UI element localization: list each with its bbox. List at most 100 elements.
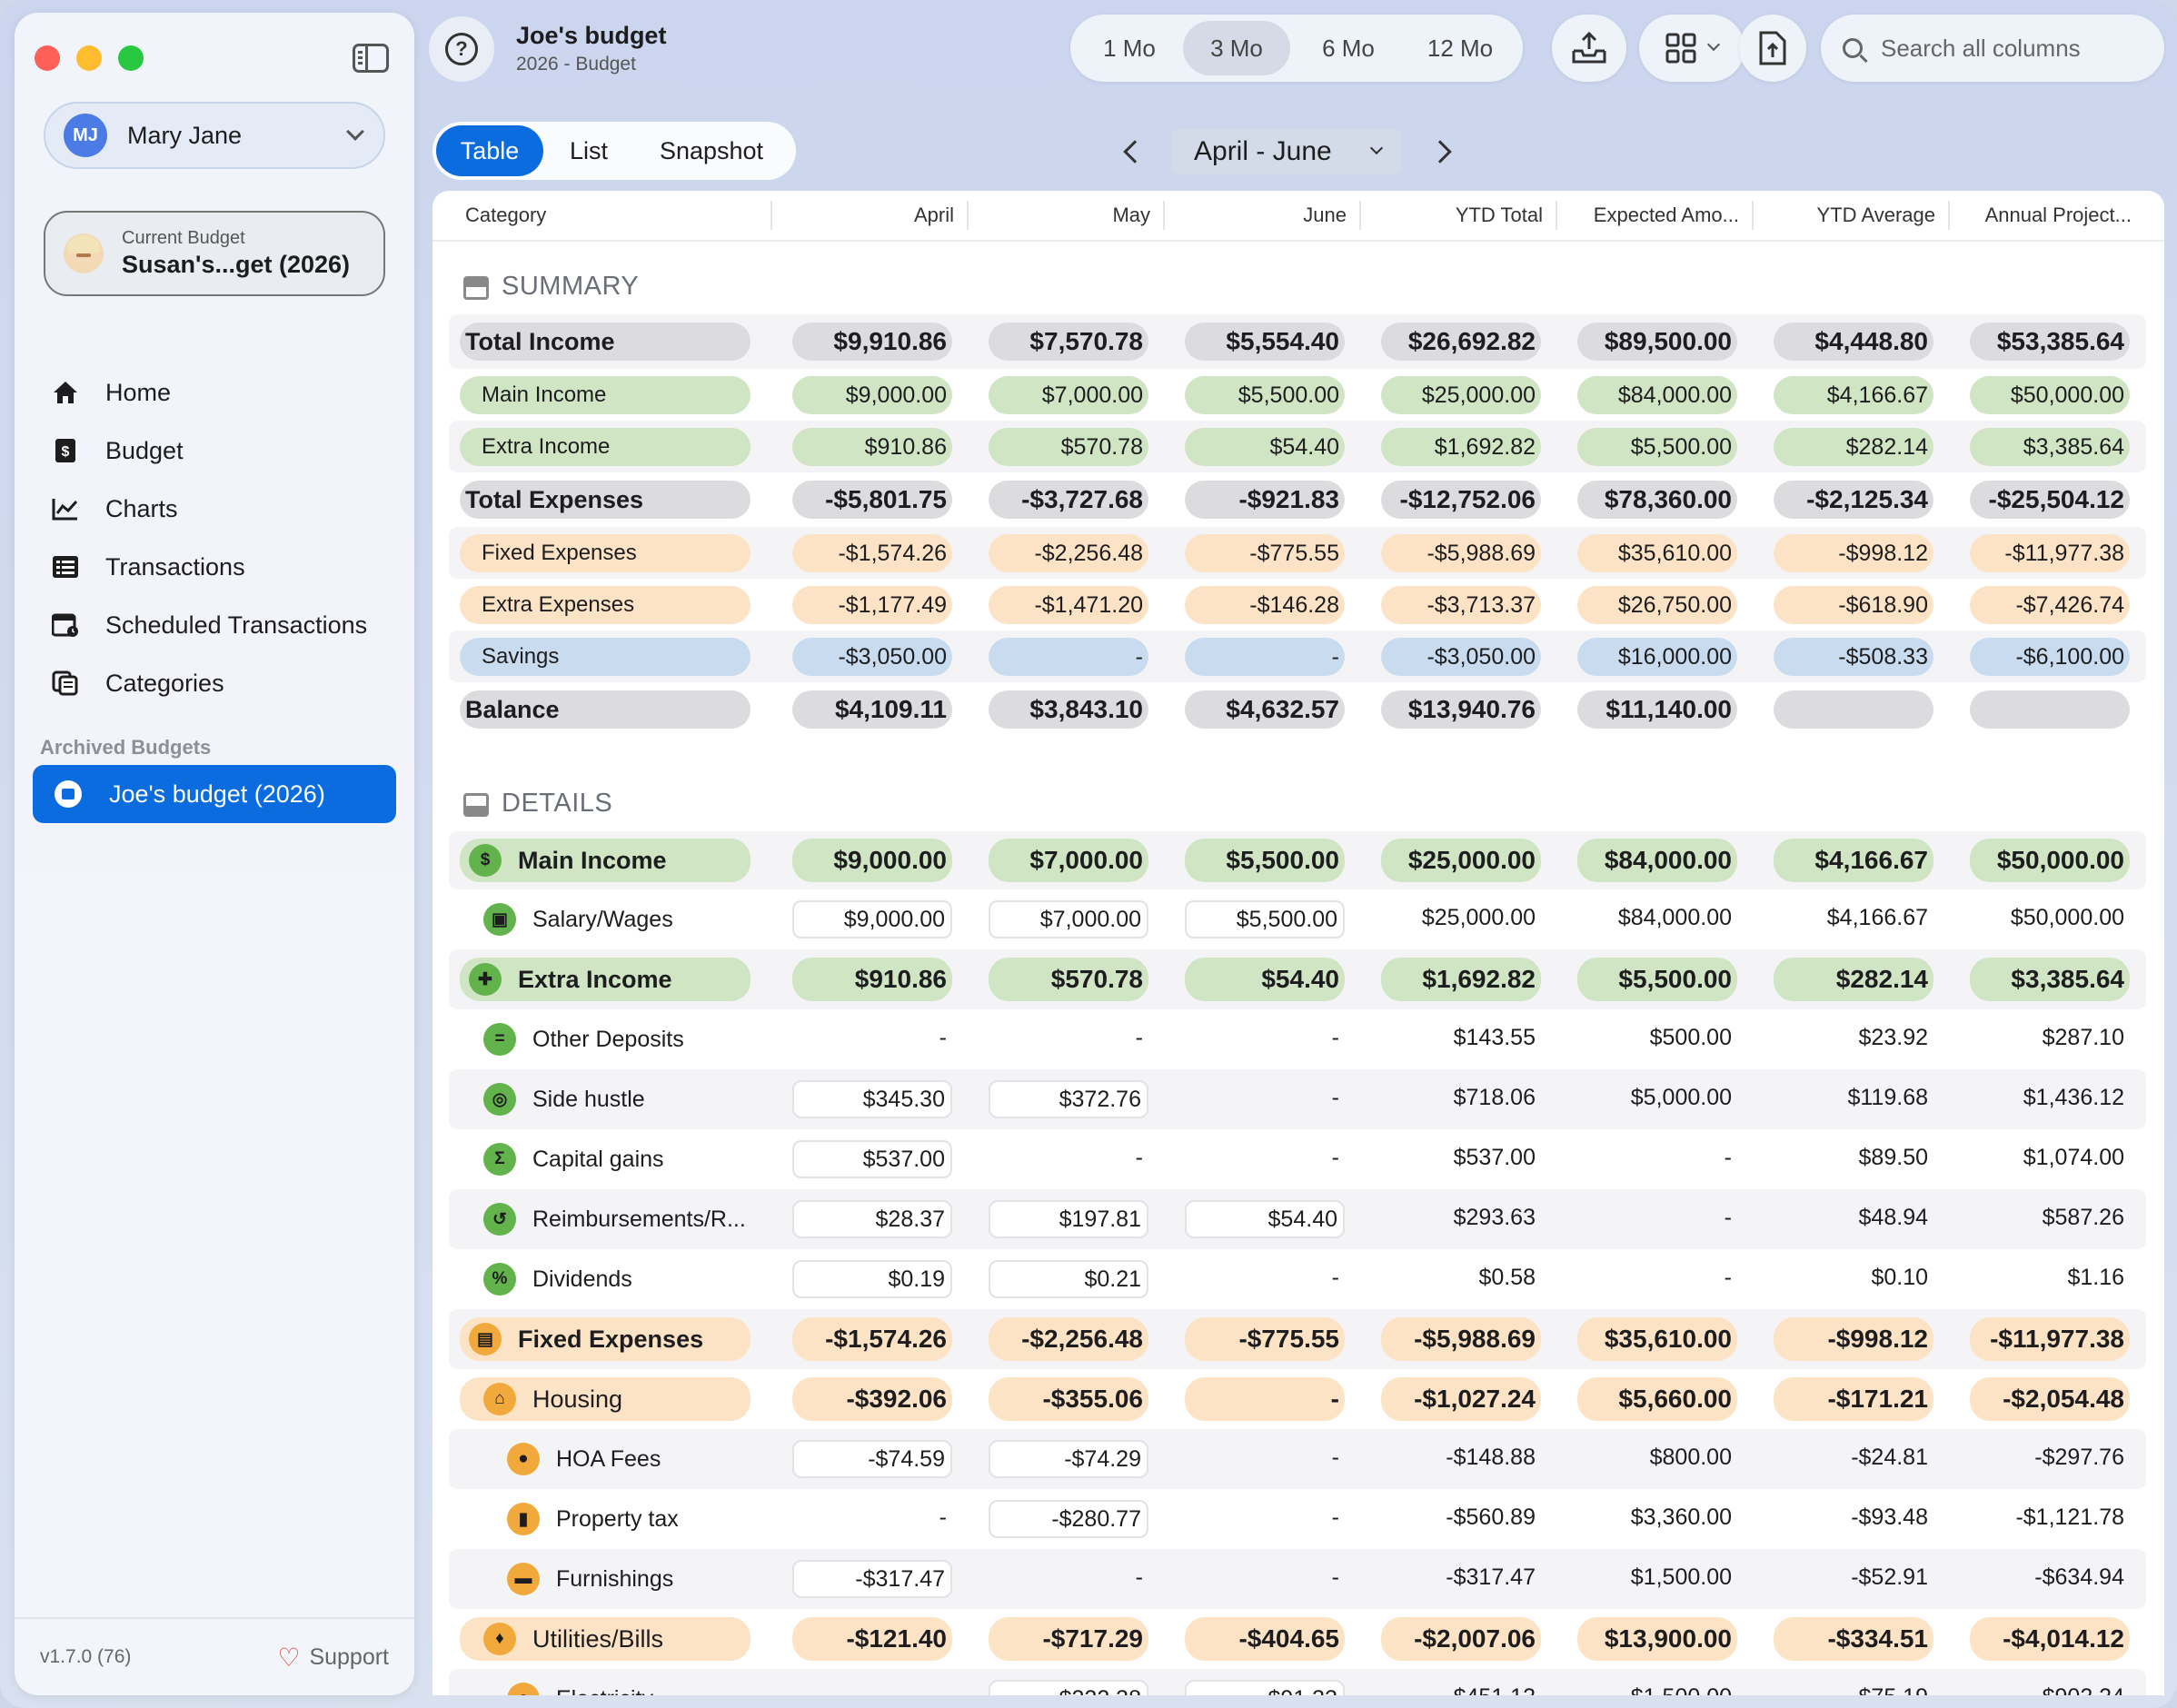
value-pill[interactable]: $13,900.00 [1577, 1617, 1737, 1661]
column-header-june[interactable]: June [1163, 201, 1359, 230]
value-pill[interactable]: $910.86 [792, 427, 952, 466]
value-pill[interactable]: $25,000.00 [1381, 375, 1541, 414]
value-pill[interactable]: -$998.12 [1774, 1317, 1933, 1361]
value-pill[interactable]: $910.86 [792, 958, 952, 1001]
value-pill[interactable]: $287.10 [2042, 1025, 2124, 1050]
value-pill[interactable]: $84,000.00 [1617, 905, 1732, 930]
value-pill[interactable]: $23.92 [1858, 1025, 1928, 1050]
value-pill[interactable]: $50,000.00 [2010, 905, 2124, 930]
range-12mo-button[interactable]: 12 Mo [1426, 34, 1494, 62]
chevron-right-icon[interactable] [1428, 140, 1452, 164]
category-pill[interactable]: Balance [460, 690, 751, 729]
value-pill[interactable]: -$404.65 [1185, 1617, 1345, 1661]
layout-menu-button[interactable] [1639, 15, 1745, 82]
detail-row[interactable]: % Dividends $0.19 $0.21 - $0.58 - $0.10 $1.16 [449, 1249, 2146, 1309]
range-1mo-button[interactable]: 1 Mo [1103, 34, 1156, 62]
value-pill[interactable]: -$1,177.49 [792, 585, 952, 624]
value-pill[interactable]: -$11,977.38 [1970, 1317, 2130, 1361]
category-pill[interactable]: ♦ Utilities/Bills [460, 1617, 751, 1661]
value-pill[interactable]: $9,000.00 [792, 900, 952, 938]
category-pill[interactable]: $ Main Income [460, 839, 751, 882]
value-pill[interactable]: - [792, 1680, 952, 1695]
value-pill[interactable]: $9,910.86 [792, 323, 952, 361]
detail-row[interactable]: $ Main Income $9,000.00 $7,000.00 $5,500.00 $… [449, 831, 2146, 889]
value-pill[interactable]: $372.76 [989, 1080, 1148, 1118]
chevron-left-icon[interactable] [1123, 140, 1147, 164]
value-pill[interactable] [1970, 690, 2130, 729]
value-pill[interactable]: - [1724, 1205, 1732, 1230]
value-pill[interactable]: - [989, 637, 1148, 676]
value-pill[interactable]: $26,692.82 [1381, 323, 1541, 361]
value-pill[interactable]: -$93.48 [1851, 1504, 1928, 1530]
sidebar-item-charts[interactable]: Charts [51, 480, 396, 538]
value-pill[interactable]: $84,000.00 [1577, 375, 1737, 414]
value-pill[interactable]: $5,660.00 [1577, 1377, 1737, 1421]
value-pill[interactable]: -$146.28 [1185, 585, 1345, 624]
value-pill[interactable]: $282.14 [1774, 958, 1933, 1001]
value-pill[interactable]: $3,360.00 [1630, 1504, 1732, 1530]
value-pill[interactable]: $1,500.00 [1577, 1680, 1737, 1695]
value-pill[interactable]: $345.30 [792, 1080, 952, 1118]
value-pill[interactable]: $89,500.00 [1577, 323, 1737, 361]
value-pill[interactable]: -$2,125.34 [1774, 481, 1933, 519]
value-pill[interactable]: -$3,050.00 [1381, 637, 1541, 676]
value-pill[interactable]: $48.94 [1858, 1205, 1928, 1230]
value-pill[interactable]: $800.00 [1649, 1445, 1732, 1470]
value-pill[interactable]: $4,109.11 [792, 690, 952, 729]
value-pill[interactable]: -$171.21 [1774, 1377, 1933, 1421]
value-pill[interactable]: -$560.89 [1446, 1504, 1536, 1530]
category-pill[interactable]: Total Income [460, 323, 751, 361]
value-pill[interactable]: $1,500.00 [1630, 1564, 1732, 1590]
value-pill[interactable]: - [939, 1504, 947, 1530]
value-pill[interactable]: -$91.33 [1185, 1680, 1345, 1695]
value-pill[interactable]: $7,000.00 [989, 900, 1148, 938]
sidebar-item-archived-budget[interactable]: Joe's budget (2026) [33, 765, 396, 823]
value-pill[interactable]: $9,000.00 [792, 839, 952, 882]
column-header-ytd-average[interactable]: YTD Average [1752, 201, 1948, 230]
value-pill[interactable]: - [939, 1025, 947, 1050]
value-pill[interactable]: $0.21 [989, 1260, 1148, 1298]
sidebar-item-scheduled-transactions[interactable]: Scheduled Transactions [51, 596, 396, 654]
tab-snapshot[interactable]: Snapshot [659, 136, 764, 164]
category-pill[interactable]: Extra Expenses [460, 585, 751, 624]
value-pill[interactable]: $119.68 [1847, 1085, 1928, 1110]
value-pill[interactable]: $13,940.76 [1381, 690, 1541, 729]
value-pill[interactable]: -$3,713.37 [1381, 585, 1541, 624]
value-pill[interactable]: -$998.12 [1774, 533, 1933, 572]
summary-section-header[interactable]: SUMMARY [432, 242, 2164, 314]
current-budget-button[interactable]: Current Budget Susan's...get (2026) [44, 211, 385, 296]
range-3mo-button[interactable]: 3 Mo [1183, 21, 1290, 75]
value-pill[interactable]: $5,554.40 [1185, 323, 1345, 361]
detail-row[interactable]: ⌂ Housing -$392.06 -$355.06- -$1,027.24 $5,66… [449, 1369, 2146, 1429]
value-pill[interactable]: -$6,100.00 [1970, 637, 2130, 676]
search-field[interactable] [1821, 15, 2164, 82]
value-pill[interactable]: $1,692.82 [1381, 958, 1541, 1001]
value-pill[interactable]: - [1135, 1564, 1143, 1590]
value-pill[interactable]: $9,000.00 [792, 375, 952, 414]
value-pill[interactable]: $537.00 [792, 1140, 952, 1178]
value-pill[interactable]: -$317.47 [1446, 1564, 1536, 1590]
value-pill[interactable] [1774, 690, 1933, 729]
value-pill[interactable]: $35,610.00 [1577, 533, 1737, 572]
value-pill[interactable]: -$1,574.26 [792, 533, 952, 572]
detail-row[interactable]: ↺ Reimbursements/R... $28.37 $197.81 $54.40 $… [449, 1189, 2146, 1249]
value-pill[interactable]: $1,692.82 [1381, 427, 1541, 466]
category-pill[interactable]: ✚ Extra Income [460, 958, 751, 1001]
value-pill[interactable]: $537.00 [1453, 1145, 1536, 1170]
value-pill[interactable]: $0.10 [1871, 1265, 1928, 1290]
range-6mo-button[interactable]: 6 Mo [1322, 34, 1375, 62]
value-pill[interactable]: -$12,752.06 [1381, 481, 1541, 519]
column-header-may[interactable]: May [967, 201, 1163, 230]
detail-row[interactable]: ▮ Property tax - -$280.77 - -$560.89 $3,360.00… [449, 1489, 2146, 1549]
value-pill[interactable]: $4,632.57 [1185, 690, 1345, 729]
value-pill[interactable]: $5,000.00 [1630, 1085, 1732, 1110]
help-button[interactable]: ? [429, 16, 494, 82]
value-pill[interactable]: -$317.47 [792, 1560, 952, 1598]
value-pill[interactable]: -$5,801.75 [792, 481, 952, 519]
value-pill[interactable]: $1,436.12 [2023, 1085, 2124, 1110]
value-pill[interactable]: -$280.77 [989, 1500, 1148, 1538]
category-pill[interactable]: Main Income [460, 375, 751, 414]
detail-row[interactable]: ● HOA Fees -$74.59 -$74.29 - -$148.88 $800.00 -… [449, 1429, 2146, 1489]
detail-row[interactable]: ▬ Furnishings -$317.47 - - -$317.47 $1,500.00 -… [449, 1549, 2146, 1609]
value-pill[interactable]: $5,500.00 [1185, 839, 1345, 882]
